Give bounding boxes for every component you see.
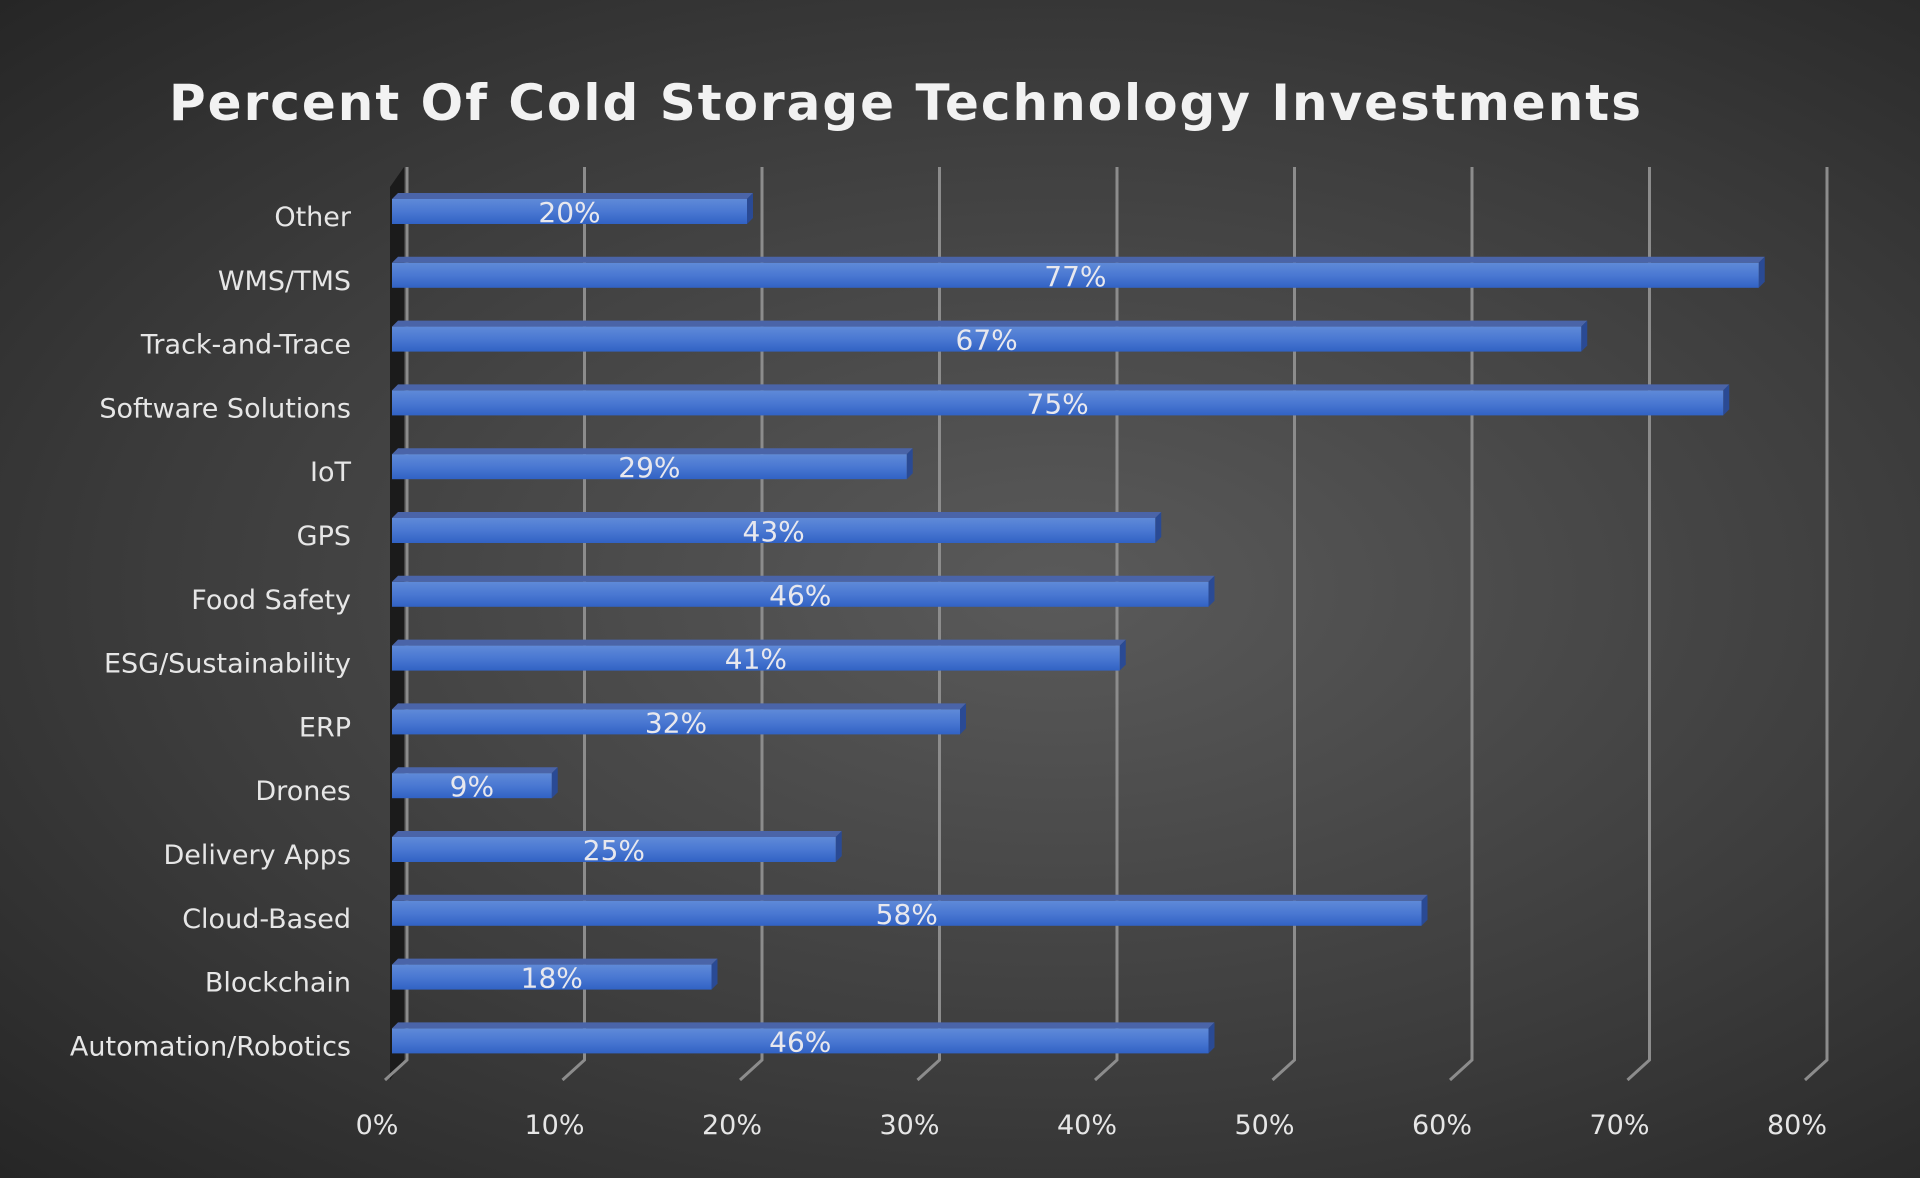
bar-top	[392, 193, 753, 199]
x-tick-label: 50%	[1234, 1110, 1294, 1141]
bar-side	[1119, 639, 1126, 671]
x-tick-label: 60%	[1412, 1110, 1472, 1141]
bar-side	[1723, 384, 1730, 416]
category-label: Track-and-Trace	[140, 330, 351, 361]
category-label: Software Solutions	[99, 393, 351, 424]
bar-side	[1208, 575, 1215, 607]
bar	[392, 262, 1759, 288]
data-label: 46%	[769, 1025, 831, 1058]
bar-top	[392, 575, 1215, 582]
data-label: 29%	[618, 451, 680, 484]
x-tick-label: 30%	[879, 1110, 939, 1141]
bar	[392, 837, 836, 862]
gridline	[561, 167, 586, 1082]
data-label: 20%	[538, 196, 600, 229]
category-label: Other	[274, 202, 352, 233]
bar-top	[392, 703, 966, 710]
bar-top	[392, 1022, 1215, 1029]
bar-side	[960, 703, 966, 735]
bar-side	[1758, 256, 1765, 288]
data-label: 41%	[725, 643, 787, 676]
data-label: 67%	[956, 324, 1018, 357]
data-label: 77%	[1044, 260, 1106, 293]
data-label: 75%	[1027, 387, 1089, 420]
data-label: 18%	[521, 962, 583, 995]
bar-side	[1581, 320, 1588, 352]
data-label: 32%	[645, 706, 707, 739]
bar-side	[747, 193, 753, 224]
bar-top	[392, 831, 842, 837]
bar-top	[392, 958, 718, 965]
data-label: 58%	[876, 898, 938, 931]
bar	[392, 390, 1724, 416]
category-label: GPS	[297, 521, 351, 552]
bar-top	[392, 767, 558, 774]
category-label: IoT	[310, 457, 351, 488]
gridline	[1803, 167, 1829, 1082]
data-label: 25%	[583, 834, 645, 867]
bar-top	[392, 512, 1162, 518]
bar	[392, 454, 907, 480]
category-label: Automation/Robotics	[70, 1031, 351, 1062]
bar-side	[711, 958, 718, 990]
gridline	[916, 167, 941, 1082]
bar	[392, 518, 1156, 543]
gridline	[1448, 167, 1474, 1082]
bar-top	[392, 384, 1730, 391]
gridline	[1271, 167, 1296, 1082]
gridline	[738, 167, 764, 1082]
bar-side	[835, 831, 842, 862]
bar	[392, 709, 960, 735]
bar	[392, 199, 747, 224]
gridline	[1093, 167, 1119, 1082]
data-label: 43%	[743, 515, 805, 548]
bar	[392, 773, 552, 799]
x-tick-label: 70%	[1589, 1110, 1649, 1141]
x-tick-label: 10%	[524, 1110, 584, 1141]
bar-side	[1155, 512, 1162, 543]
data-label: 9%	[450, 770, 494, 803]
chart-title: Percent Of Cold Storage Technology Inves…	[169, 74, 1643, 132]
category-label: Food Safety	[191, 585, 351, 616]
bar-side	[1421, 894, 1428, 926]
bar-top	[392, 894, 1428, 901]
bar-side	[1208, 1022, 1215, 1054]
bar	[392, 1028, 1209, 1054]
category-label: ERP	[299, 712, 351, 743]
x-tick-label: 0%	[356, 1110, 399, 1141]
bar-top	[392, 256, 1765, 263]
x-tick-label: 80%	[1767, 1110, 1827, 1141]
bar-top	[392, 448, 913, 455]
axis-wall	[390, 167, 404, 1080]
category-label: ESG/Sustainability	[104, 649, 351, 680]
category-label: Cloud-Based	[182, 904, 351, 935]
data-label: 46%	[769, 579, 831, 612]
x-tick-label: 40%	[1057, 1110, 1117, 1141]
bar-top	[392, 639, 1126, 646]
bar-side	[906, 448, 913, 480]
bar	[392, 581, 1209, 607]
x-tick-label: 20%	[702, 1110, 762, 1141]
bar	[392, 326, 1582, 352]
bar	[392, 964, 712, 990]
bar	[392, 900, 1422, 926]
category-label: Delivery Apps	[164, 840, 351, 871]
category-label: Drones	[255, 776, 351, 807]
bar	[392, 645, 1120, 671]
category-label: Blockchain	[205, 968, 351, 999]
category-label: WMS/TMS	[218, 266, 351, 297]
bar-side	[551, 767, 558, 799]
gridline	[1626, 167, 1651, 1082]
bar-top	[392, 320, 1588, 327]
